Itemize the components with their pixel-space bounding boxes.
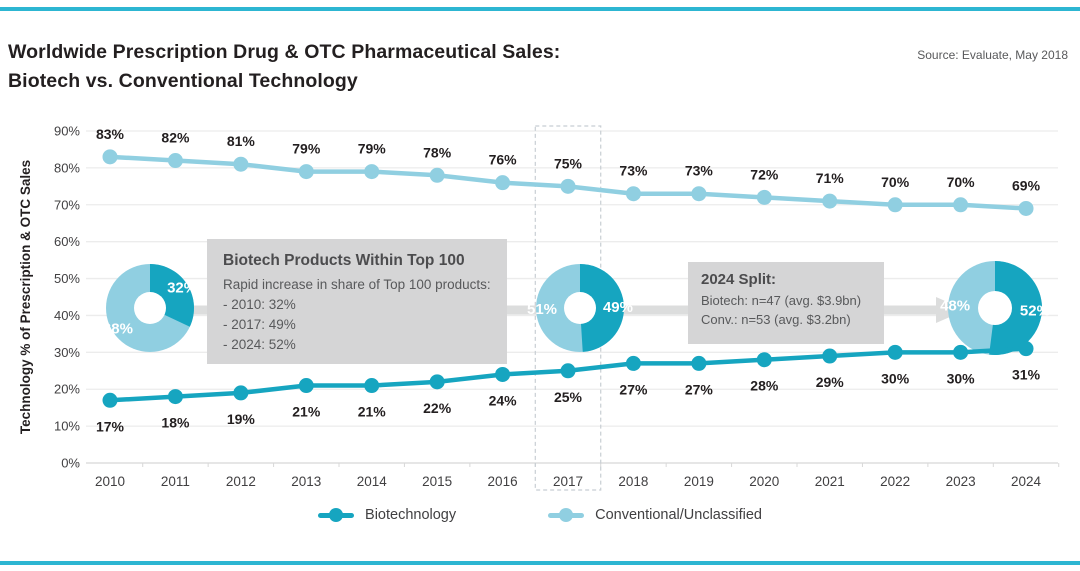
top-accent-bar: [0, 7, 1080, 11]
svg-text:2024: 2024: [1011, 474, 1042, 489]
svg-text:27%: 27%: [619, 381, 648, 397]
svg-text:80%: 80%: [54, 160, 80, 175]
svg-text:70%: 70%: [881, 174, 910, 190]
svg-text:2018: 2018: [618, 474, 648, 489]
svg-text:2021: 2021: [815, 474, 845, 489]
svg-text:30%: 30%: [54, 345, 80, 360]
svg-text:69%: 69%: [1012, 177, 1041, 193]
svg-text:20%: 20%: [54, 382, 80, 397]
svg-text:Technology % of Prescription &: Technology % of Prescription & OTC Sales: [18, 160, 33, 434]
svg-text:81%: 81%: [227, 133, 256, 149]
title-line-1: Worldwide Prescription Drug & OTC Pharma…: [8, 41, 561, 63]
biotechnology-series-marker-icon: [318, 508, 355, 522]
title-line-2: Biotech vs. Conventional Technology: [8, 70, 358, 92]
svg-text:90%: 90%: [54, 124, 80, 139]
svg-text:50%: 50%: [54, 271, 80, 286]
svg-text:52%: 52%: [1020, 303, 1050, 320]
svg-text:70%: 70%: [54, 197, 80, 212]
annotation-line: Conv.: n=53 (avg. $3.2bn): [701, 312, 851, 327]
svg-text:28%: 28%: [750, 378, 779, 394]
svg-text:2016: 2016: [488, 474, 518, 489]
svg-text:2019: 2019: [684, 474, 714, 489]
svg-text:0%: 0%: [61, 456, 80, 471]
svg-text:2023: 2023: [946, 474, 976, 489]
svg-text:30%: 30%: [881, 370, 910, 386]
svg-text:73%: 73%: [685, 163, 714, 179]
svg-text:73%: 73%: [619, 163, 648, 179]
legend: Biotechnology Conventional/Unclassified: [0, 507, 1080, 523]
svg-text:30%: 30%: [947, 370, 976, 386]
annotation-title: Biotech Products Within Top 100: [223, 252, 465, 269]
svg-text:49%: 49%: [603, 299, 633, 316]
svg-text:68%: 68%: [103, 320, 133, 337]
svg-text:2011: 2011: [161, 474, 190, 489]
page-title: Worldwide Prescription Drug & OTC Pharma…: [8, 38, 1072, 96]
svg-text:48%: 48%: [940, 297, 970, 314]
svg-text:76%: 76%: [489, 152, 518, 168]
svg-text:40%: 40%: [54, 308, 80, 323]
svg-text:79%: 79%: [358, 141, 387, 157]
svg-text:82%: 82%: [161, 130, 190, 146]
svg-text:51%: 51%: [527, 301, 557, 318]
svg-text:17%: 17%: [96, 418, 125, 434]
svg-text:21%: 21%: [358, 404, 387, 420]
svg-text:2017: 2017: [553, 474, 583, 489]
legend-item-conventional: Conventional/Unclassified: [548, 507, 762, 523]
svg-text:78%: 78%: [423, 144, 452, 160]
svg-text:29%: 29%: [816, 374, 845, 390]
annotation-title: 2024 Split:: [701, 271, 777, 288]
svg-text:2020: 2020: [749, 474, 779, 489]
svg-text:2014: 2014: [357, 474, 388, 489]
annotation-line: Biotech: n=47 (avg. $3.9bn): [701, 293, 862, 308]
legend-item-biotechnology: Biotechnology: [318, 507, 456, 523]
svg-text:32%: 32%: [167, 280, 197, 297]
annotation-line: - 2010: 32%: [223, 297, 296, 312]
svg-text:60%: 60%: [54, 234, 80, 249]
svg-text:72%: 72%: [750, 166, 779, 182]
svg-text:70%: 70%: [947, 174, 976, 190]
svg-text:2012: 2012: [226, 474, 256, 489]
svg-text:79%: 79%: [292, 141, 321, 157]
source-note: Source: Evaluate, May 2018: [917, 48, 1068, 62]
svg-text:83%: 83%: [96, 126, 125, 142]
annotation-line: - 2024: 52%: [223, 337, 296, 352]
annotation-line: Rapid increase in share of Top 100 produ…: [223, 277, 491, 292]
svg-text:31%: 31%: [1012, 367, 1041, 383]
bottom-accent-bar: [0, 561, 1080, 565]
legend-label: Biotechnology: [365, 507, 457, 523]
svg-text:71%: 71%: [816, 170, 845, 186]
svg-text:19%: 19%: [227, 411, 256, 427]
svg-text:25%: 25%: [554, 389, 583, 405]
annotation-box-top100: Biotech Products Within Top 100 Rapid in…: [207, 239, 507, 364]
annotation-box-2024-split: 2024 Split: Biotech: n=47 (avg. $3.9bn) …: [688, 262, 884, 344]
svg-text:10%: 10%: [54, 419, 80, 434]
svg-text:27%: 27%: [685, 381, 714, 397]
svg-text:18%: 18%: [161, 415, 190, 431]
svg-text:2013: 2013: [291, 474, 321, 489]
header: Worldwide Prescription Drug & OTC Pharma…: [8, 38, 1072, 96]
svg-text:2015: 2015: [422, 474, 452, 489]
conventional-series-marker-icon: [548, 508, 585, 522]
legend-label: Conventional/Unclassified: [595, 507, 762, 523]
svg-text:2010: 2010: [95, 474, 125, 489]
svg-text:75%: 75%: [554, 155, 583, 171]
annotation-line: - 2017: 49%: [223, 317, 296, 332]
svg-text:24%: 24%: [489, 392, 518, 408]
svg-text:22%: 22%: [423, 400, 452, 416]
svg-text:2022: 2022: [880, 474, 910, 489]
svg-text:21%: 21%: [292, 404, 321, 420]
